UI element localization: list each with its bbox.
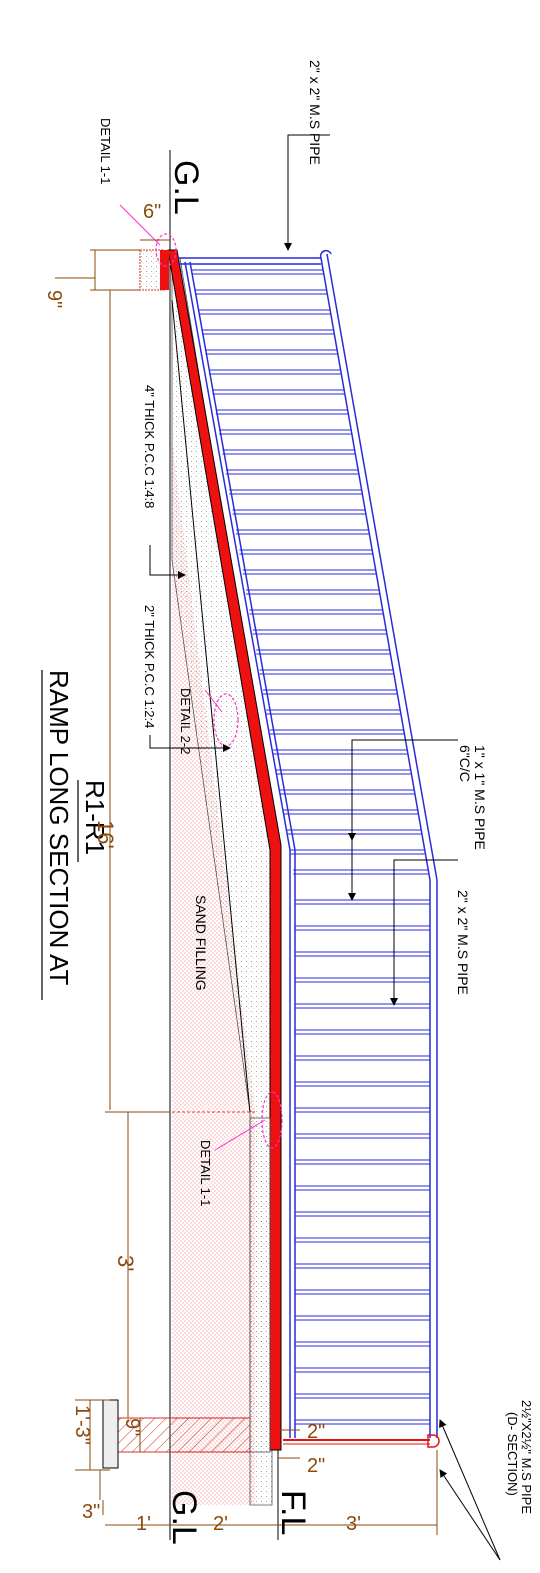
detail-1-1-top-leader xyxy=(119,204,161,246)
dim-2in-b: 2" xyxy=(307,1455,325,1477)
handrail-frame xyxy=(178,249,438,1438)
pcc-bed xyxy=(171,257,273,1506)
title-line-2: R1-R1 xyxy=(80,780,110,855)
top-landing-red xyxy=(160,250,169,290)
bottom-foundation-plate xyxy=(102,1399,119,1469)
detail-1-1-top-label: DETAIL 1-1 xyxy=(98,118,113,184)
pcc-bed-lower-edge xyxy=(171,299,251,1113)
ramp-slab xyxy=(167,249,282,1451)
dim-1ft3in: 1'-3" xyxy=(71,1405,93,1445)
detail-1-1-top-circle xyxy=(155,233,177,267)
dimension-lines xyxy=(55,239,438,1535)
detail-1-1-bottom-label: DETAIL 1-1 xyxy=(198,1140,213,1206)
pcc-4-label: 4" THICK P.C.C 1:4:8 xyxy=(142,385,157,508)
detail-2-2-label: DETAIL 2-2 xyxy=(178,688,193,754)
detail-2-2-leader xyxy=(204,689,223,713)
dim-16ft: 16' xyxy=(93,820,118,849)
bottom-slab-pcc xyxy=(249,1117,271,1453)
dim-1ft: 1' xyxy=(136,1513,151,1535)
dim-9in-bottom: 9" xyxy=(121,1418,143,1436)
baluster-group xyxy=(192,269,430,1425)
d-section-cap-icon xyxy=(427,1434,440,1448)
mid-pipe-label: 2" x 2" M.S PIPE xyxy=(455,890,471,995)
dim-2in-a: 2" xyxy=(307,1421,325,1443)
top-pipe-label: 2" x 2" M.S PIPE xyxy=(307,60,323,165)
annotation-leaders xyxy=(149,134,501,1561)
pcc-2-label: 2" THICK P.C.C 1:2:4 xyxy=(142,605,157,728)
dim-3ft-bottom: 3' xyxy=(346,1513,361,1535)
d-section-label-2: (D- SECTION) xyxy=(505,1412,520,1496)
gl-bottom-label: G.L xyxy=(165,1490,203,1545)
dim-3ft-left: 3' xyxy=(113,1255,138,1271)
dim-3in: 3" xyxy=(82,1501,100,1523)
detail-1-1-bottom-leader xyxy=(214,1119,266,1151)
gl-top-label: G.L xyxy=(167,160,205,215)
baluster-pipe-label-1: 1" x 1" M.S PIPE xyxy=(472,745,488,850)
dim-2ft: 2' xyxy=(213,1513,228,1535)
fl-label: F.L xyxy=(274,1490,312,1535)
title-line-1: RAMP LONG SECTION AT xyxy=(44,670,74,986)
detail-1-1-bottom-circle xyxy=(261,1091,283,1149)
d-section-label-1: 2½"X2½" M.S PIPE xyxy=(519,1400,534,1514)
dim-9in-top: 9" xyxy=(43,290,65,308)
sand-filling-label: SAND FILLING xyxy=(193,895,209,991)
baluster-pipe-label-2: 6"C/C xyxy=(457,745,473,782)
dim-6in: 6" xyxy=(143,201,161,223)
